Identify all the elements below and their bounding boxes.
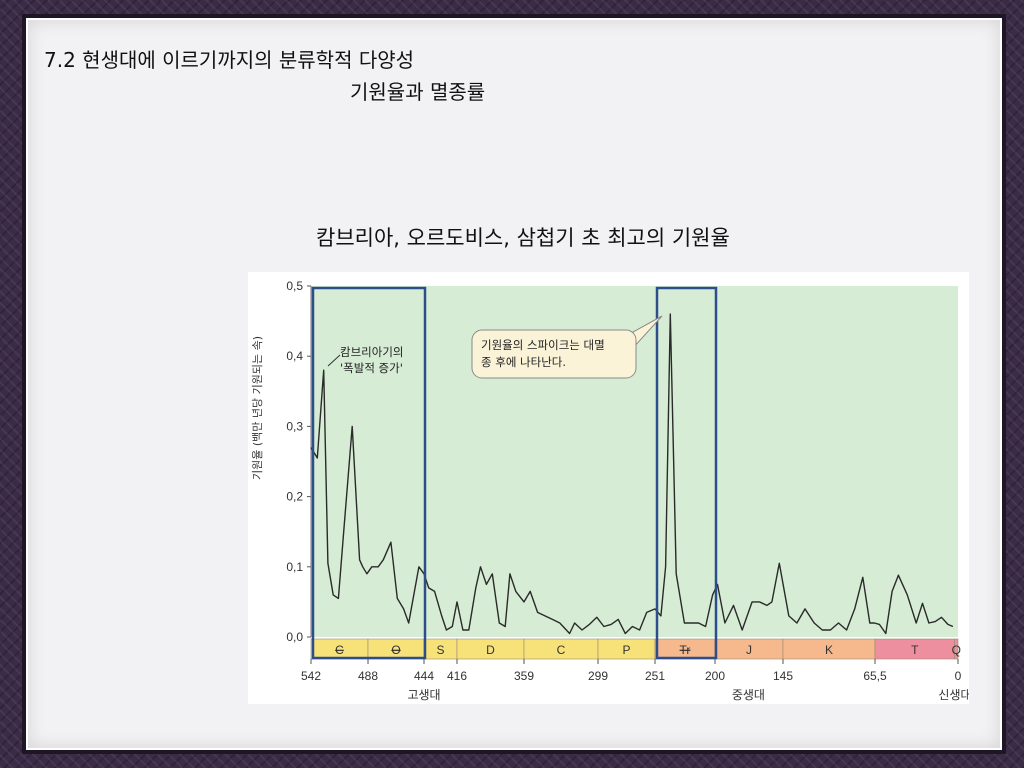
annotation-text: '폭발적 증가'	[340, 361, 403, 375]
era-label: 신생대	[938, 688, 969, 702]
y-tick-label: 0,4	[286, 349, 303, 363]
y-tick-label: 0,2	[286, 490, 303, 504]
x-tick-label: 416	[447, 669, 467, 683]
slide-title: 7.2 현생대에 이르기까지의 분류학적 다양성	[44, 48, 415, 72]
period-label: J	[746, 643, 752, 657]
era-label: 중생대	[732, 688, 765, 702]
y-tick-label: 0,1	[286, 560, 303, 574]
x-tick-label: 444	[414, 669, 434, 683]
callout-box	[471, 329, 637, 379]
period-label: Tr	[680, 643, 691, 657]
y-tick-label: 0,0	[286, 630, 303, 644]
origination-rate-line	[310, 313, 954, 635]
x-tick-label: 299	[588, 669, 608, 683]
x-tick-label: 0	[955, 669, 962, 683]
period-label: P	[622, 643, 630, 657]
callout-text: 기원율의 스파이크는 대멸	[481, 338, 605, 352]
period-label: T	[911, 643, 919, 657]
y-axis-label: 기원율 (백만 년당 기원되는 속)	[251, 336, 264, 480]
annotation-text: 캄브리아기의	[340, 345, 403, 359]
x-tick-label: 251	[645, 669, 665, 683]
period-label: S	[436, 643, 444, 657]
period-label: Q	[952, 643, 961, 657]
x-tick-label: 488	[358, 669, 378, 683]
period-label: K	[825, 643, 833, 657]
period-label: O	[391, 643, 400, 657]
slide-subtitle: 캄브리아, 오르도비스, 삼첩기 초 최고의 기원율	[316, 226, 730, 250]
origination-rate-chart: 0,0 0,1 0,2 0,3 0,4 0,5 C O S D C P Tr J K T Q 542 488 444 4…	[248, 272, 969, 704]
slide-title-line2: 기원율과 멸종률	[350, 80, 486, 104]
era-label: 고생대	[407, 688, 440, 702]
callout-text: 종 후에 나타난다.	[481, 355, 566, 369]
x-tick-label: 359	[514, 669, 534, 683]
x-tick-label: 65,5	[863, 669, 887, 683]
annotation-leader	[327, 354, 341, 367]
y-tick-label: 0,3	[286, 419, 303, 433]
highlight-box-1	[311, 286, 427, 660]
x-tick-label: 542	[301, 669, 321, 683]
x-tick-label: 200	[705, 669, 725, 683]
period-label: D	[486, 643, 495, 657]
y-tick-label: 0,5	[286, 279, 303, 293]
period-label: C	[335, 643, 344, 657]
period-label: C	[557, 643, 566, 657]
x-tick-label: 145	[773, 669, 793, 683]
period-cell-q	[954, 638, 959, 660]
highlight-box-2	[655, 286, 718, 660]
